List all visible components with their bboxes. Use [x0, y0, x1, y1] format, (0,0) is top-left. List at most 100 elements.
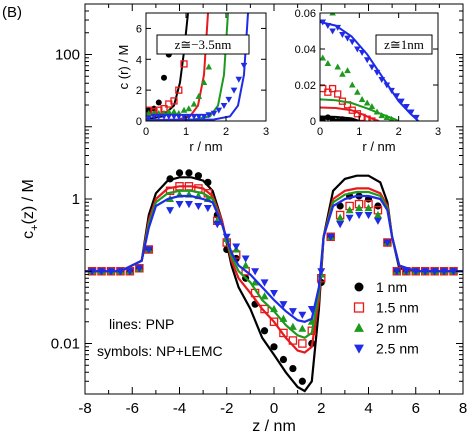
main-data-point [279, 301, 288, 309]
inset-left-data-point [185, 113, 193, 120]
inset-left-data-point [150, 113, 158, 120]
inset-left-data-point [205, 112, 213, 119]
inset-right-data-point [334, 24, 341, 31]
inset-left-data-point [205, 63, 213, 70]
main-data-point [270, 289, 278, 298]
main-data-point [144, 246, 153, 254]
inset-left-data-point [195, 113, 203, 120]
inset-right-data-point [363, 115, 371, 121]
main-data-point [326, 233, 335, 241]
inset-left-data-point [190, 113, 198, 120]
main-data-point [241, 261, 250, 269]
main-data-point [116, 268, 125, 276]
inset-left-data-point [165, 108, 173, 115]
main-data-point [307, 317, 316, 325]
inset-right-data-point [334, 63, 341, 70]
main-y-axis-title-rest: (z) / M [20, 179, 37, 224]
inset-right-data-point [344, 67, 351, 74]
main-data-point [373, 217, 382, 225]
main-data-point [298, 339, 307, 348]
main-data-point [430, 268, 439, 276]
inset-right-data-point [329, 13, 336, 16]
inset-right-data-point [373, 69, 381, 76]
inset-right-data-point [320, 54, 327, 61]
inset-left-data-point [155, 99, 162, 106]
main-x-tick-label: 4 [364, 400, 372, 417]
inset-right-data-point [324, 114, 331, 121]
legend-label-3: 2 nm [376, 320, 407, 336]
main-data-point [298, 324, 307, 332]
inset-left-data-point [225, 96, 233, 103]
inset-left-frame [145, 12, 267, 122]
inset-right-data-point [363, 99, 371, 106]
legend-marker-3 [354, 322, 364, 332]
inset-left-x-axis-title: r / nm [189, 139, 222, 154]
inset-right-data-point [339, 32, 346, 39]
inset-right-data-point [320, 19, 327, 26]
inset-right-x-tick-label: 3 [435, 126, 441, 138]
main-data-point [260, 292, 269, 300]
inset-right-y-tick-label: 0.04 [295, 44, 316, 56]
legend-marker-2 [353, 302, 365, 313]
inset-right-data-point [329, 28, 336, 35]
main-series-line-3 [85, 189, 463, 340]
inset-right-data-point [407, 109, 415, 116]
main-data-point [345, 214, 354, 222]
inset-left-y-tick-label: 6 [136, 23, 142, 35]
main-data-point [279, 328, 288, 338]
inset-left-data-point [175, 86, 183, 94]
main-x-tick-label: -8 [78, 400, 91, 417]
main-data-point [204, 178, 212, 186]
inset-right-data-point [339, 70, 346, 77]
main-data-point [298, 377, 306, 385]
inset-left-data-point [161, 74, 167, 81]
inset-left-data-point [200, 113, 208, 120]
main-data-point [222, 233, 231, 241]
inset-left-data-point [155, 113, 163, 120]
inset-right-data-point [378, 112, 386, 119]
inset-left-y-tick-label: 4 [136, 54, 142, 66]
main-data-point [260, 304, 269, 314]
main-data-point [411, 268, 420, 276]
inset-left-data-point [170, 97, 178, 105]
main-x-tick-label: -4 [173, 400, 186, 417]
main-data-point [213, 220, 222, 229]
inset-left-data-point [170, 108, 178, 115]
legend-label-4: 2.5 nm [376, 341, 419, 357]
inset-right-data-point [378, 77, 386, 84]
inset-right-data-point [348, 81, 356, 88]
inset-left-data-point [146, 115, 153, 121]
inset-left-data-point [180, 106, 188, 113]
main-data-point [336, 202, 344, 210]
main-data-point [185, 169, 193, 177]
legend-label-2: 1.5 nm [376, 300, 419, 316]
legend-marker-4 [354, 344, 364, 354]
main-data-point [175, 201, 184, 209]
inset-right-data-point [388, 115, 395, 121]
inset-right-y-tick-label: 0.02 [295, 80, 316, 92]
inset-left-data-point [190, 100, 198, 107]
main-data-point [383, 239, 392, 247]
main-y-axis-title-main: c [20, 231, 37, 239]
main-data-point [166, 175, 174, 183]
main-data-point [355, 203, 364, 212]
inset-left-data-point [146, 109, 153, 116]
main-data-point [241, 255, 250, 263]
inset-right-data-point [339, 116, 346, 121]
inset-left-data-point [220, 103, 228, 110]
main-data-point [260, 327, 269, 335]
inset-right-data-point [393, 93, 400, 100]
inset-left-data-point [215, 107, 223, 114]
inset-left-data-point [230, 87, 238, 94]
inset-right-data-point [398, 98, 405, 105]
inset-right-data-point [368, 117, 376, 121]
inset-left-x-tick-label: 1 [183, 126, 189, 138]
inset-right-x-tick-label: 1 [356, 126, 362, 138]
inset-right-data-point [344, 35, 351, 42]
main-data-point [336, 213, 345, 221]
inset-left-tag-label: z≅−3.5nm [175, 37, 232, 52]
inset-right-data-point [354, 88, 361, 95]
inset-right-data-point [344, 118, 351, 121]
inset-right-plot: 0 1 2 3 0 0.02 0.04 0.06 r / nm z≅1nm [280, 8, 441, 154]
